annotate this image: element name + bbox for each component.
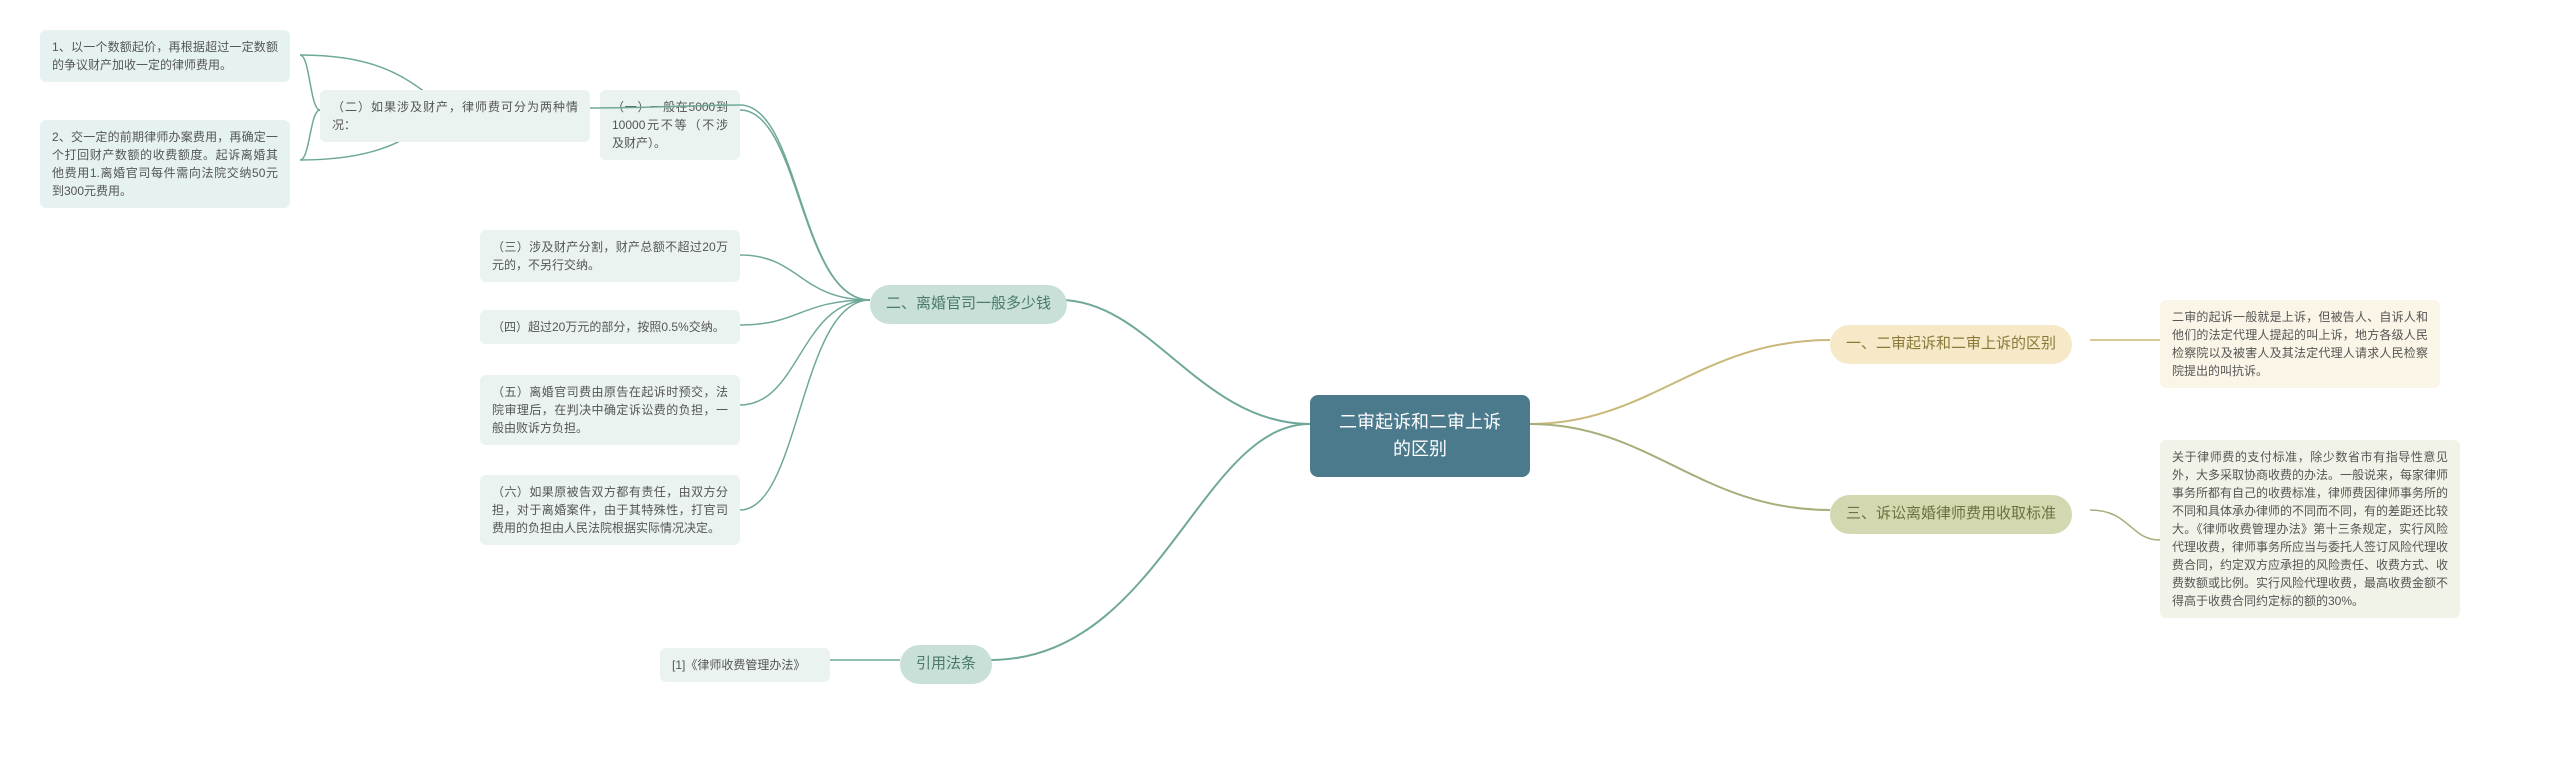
- c1-vis-text: （一）一般在5000到10000元不等（不涉及财产）。: [612, 100, 728, 150]
- branch-2-label: 二、离婚官司一般多少钱: [886, 295, 1051, 312]
- center-title: 二审起诉和二审上诉的区别: [1339, 412, 1501, 459]
- c6: （六）如果原被告双方都有责任，由双方分担，对于离婚案件，由于其特殊性，打官司费用…: [480, 475, 740, 545]
- c2-node: （二）如果涉及财产，律师费可分为两种情况：: [320, 90, 590, 142]
- s1-text: 1、以一个数额起价，再根据超过一定数额的争议财产加收一定的律师费用。: [52, 40, 278, 72]
- branch-4-label: 引用法条: [916, 655, 976, 672]
- c2-s2: 2、交一定的前期律师办案费用，再确定一个打回财产数额的收费额度。起诉离婚其他费用…: [40, 120, 290, 208]
- branch-4[interactable]: 引用法条: [900, 645, 992, 684]
- branch-3[interactable]: 三、诉讼离婚律师费用收取标准: [1830, 495, 2072, 534]
- branch-1[interactable]: 一、二审起诉和二审上诉的区别: [1830, 325, 2072, 364]
- c2-s1: 1、以一个数额起价，再根据超过一定数额的争议财产加收一定的律师费用。: [40, 30, 290, 82]
- c1-vis: （一）一般在5000到10000元不等（不涉及财产）。: [600, 90, 740, 160]
- center-node[interactable]: 二审起诉和二审上诉的区别: [1310, 395, 1530, 477]
- s2-text: 2、交一定的前期律师办案费用，再确定一个打回财产数额的收费额度。起诉离婚其他费用…: [52, 130, 278, 198]
- branch-4-leaf: [1]《律师收费管理办法》: [660, 648, 830, 682]
- c4-text: （四）超过20万元的部分，按照0.5%交纳。: [492, 320, 725, 334]
- c3-text: （三）涉及财产分割，财产总额不超过20万元的，不另行交纳。: [492, 240, 728, 272]
- c2-text: （二）如果涉及财产，律师费可分为两种情况：: [332, 100, 578, 132]
- branch-3-label: 三、诉讼离婚律师费用收取标准: [1846, 505, 2056, 522]
- c4: （四）超过20万元的部分，按照0.5%交纳。: [480, 310, 740, 344]
- branch-1-leaf-text: 二审的起诉一般就是上诉，但被告人、自诉人和他们的法定代理人提起的叫上诉，地方各级…: [2172, 310, 2428, 378]
- branch-3-leaf: 关于律师费的支付标准，除少数省市有指导性意见外，大多采取协商收费的办法。一般说来…: [2160, 440, 2460, 618]
- branch-1-label: 一、二审起诉和二审上诉的区别: [1846, 335, 2056, 352]
- branch-3-leaf-text: 关于律师费的支付标准，除少数省市有指导性意见外，大多采取协商收费的办法。一般说来…: [2172, 450, 2448, 608]
- branch-2[interactable]: 二、离婚官司一般多少钱: [870, 285, 1067, 324]
- c3: （三）涉及财产分割，财产总额不超过20万元的，不另行交纳。: [480, 230, 740, 282]
- c5-text: （五）离婚官司费由原告在起诉时预交，法院审理后，在判决中确定诉讼费的负担，一般由…: [492, 385, 728, 435]
- c5: （五）离婚官司费由原告在起诉时预交，法院审理后，在判决中确定诉讼费的负担，一般由…: [480, 375, 740, 445]
- c6-text: （六）如果原被告双方都有责任，由双方分担，对于离婚案件，由于其特殊性，打官司费用…: [492, 485, 728, 535]
- branch-4-leaf-text: [1]《律师收费管理办法》: [672, 658, 805, 672]
- branch-1-leaf: 二审的起诉一般就是上诉，但被告人、自诉人和他们的法定代理人提起的叫上诉，地方各级…: [2160, 300, 2440, 388]
